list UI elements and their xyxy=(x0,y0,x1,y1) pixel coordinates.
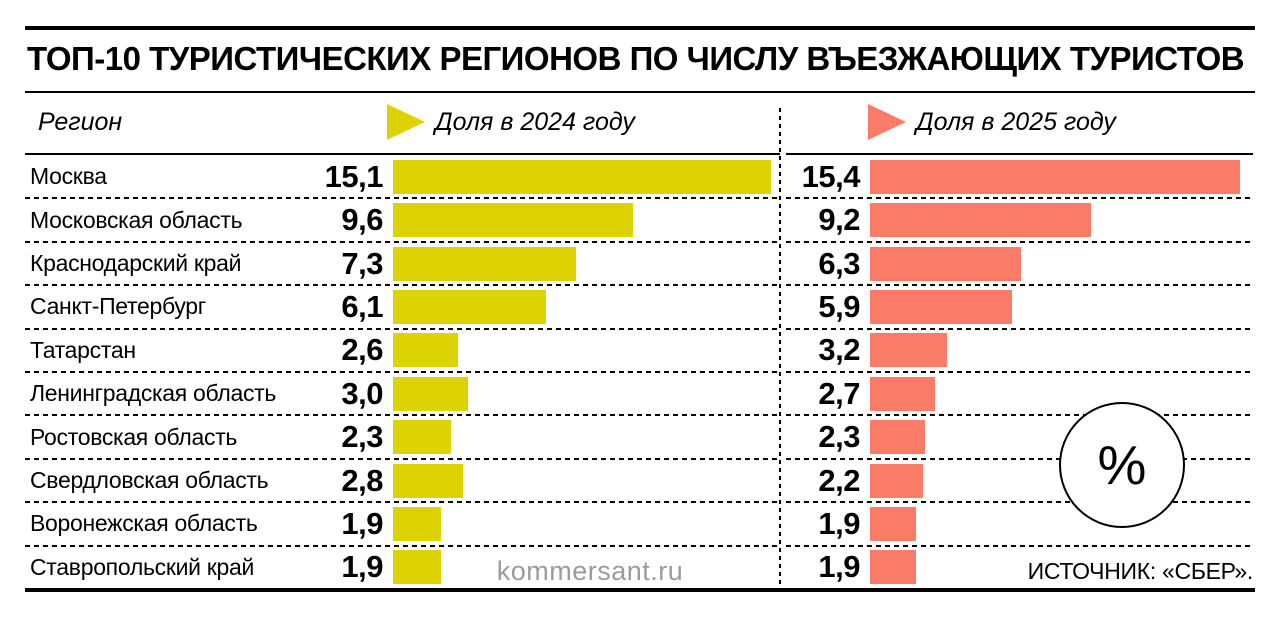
value-label-2024: 3,0 xyxy=(341,375,383,411)
table-row: Ленинградская область 3,0 xyxy=(25,372,780,417)
bar-2024 xyxy=(393,420,451,455)
region-label: Москва xyxy=(30,163,107,190)
bar-2024 xyxy=(393,463,463,498)
title-underline-rule xyxy=(25,91,1255,93)
watermark: kommersant.ru xyxy=(496,556,684,586)
region-label: Ставропольский край xyxy=(30,553,255,580)
legend-2025-label: Доля в 2025 году xyxy=(916,108,1116,136)
table-row: 2,2 xyxy=(786,459,1253,504)
table-row: Краснодарский край 7,3 xyxy=(25,242,780,287)
table-row: Московская область 9,6 xyxy=(25,198,780,244)
value-label-2025: 15,4 xyxy=(801,158,861,194)
table-row: Санкт-Петербург 6,1 xyxy=(25,285,780,331)
region-label: Ростовская область xyxy=(30,423,238,450)
value-label-2025: 5,9 xyxy=(818,288,860,324)
value-label-2024: 2,8 xyxy=(341,462,383,498)
value-label-2024: 6,1 xyxy=(341,288,383,324)
bar-2024 xyxy=(393,159,771,194)
legend-2024-triangle-icon xyxy=(387,104,425,140)
table-row: 6,3 xyxy=(786,242,1253,287)
source-credit: ИСТОЧНИК: «СБЕР». xyxy=(1027,558,1254,584)
bar-2025 xyxy=(870,159,1240,194)
bar-2025 xyxy=(870,376,935,411)
table-row: 9,2 xyxy=(786,198,1253,244)
value-label-2024: 1,9 xyxy=(341,505,383,541)
value-label-2024: 2,3 xyxy=(341,419,383,455)
bar-2025 xyxy=(870,333,947,368)
page-title: ТОП-10 ТУРИСТИЧЕСКИХ РЕГИОНОВ ПО ЧИСЛУ В… xyxy=(27,40,1245,77)
bar-2025 xyxy=(870,420,926,455)
region-label: Воронежская область xyxy=(30,510,258,537)
region-column-header: Регион xyxy=(38,108,123,136)
region-label: Санкт-Петербург xyxy=(30,293,206,320)
value-label-2025: 3,2 xyxy=(818,332,860,368)
value-label-2024: 15,1 xyxy=(324,158,384,194)
value-label-2024: 9,6 xyxy=(341,202,383,238)
value-label-2025: 2,2 xyxy=(818,462,860,498)
table-row: 2,7 xyxy=(786,372,1253,417)
table-row: Москва 15,1 xyxy=(25,155,780,200)
region-label: Московская область xyxy=(30,206,243,233)
table-row: 2,3 xyxy=(786,415,1253,461)
value-label-2025: 1,9 xyxy=(818,505,860,541)
value-label-2025: 1,9 xyxy=(818,549,860,585)
table-2024: Москва 15,1 Московская область 9,6 Краснодар… xyxy=(25,153,780,589)
legend-2025-triangle-icon xyxy=(868,104,906,140)
table-row: Татарстан 2,6 xyxy=(25,329,780,374)
bar-2024 xyxy=(393,376,468,411)
table-row: 1,9 xyxy=(786,502,1253,548)
percent-symbol: % xyxy=(1097,434,1147,496)
table-row: 3,2 xyxy=(786,329,1253,374)
value-label-2024: 7,3 xyxy=(341,245,383,281)
value-label-2025: 6,3 xyxy=(818,245,860,281)
value-label-2024: 2,6 xyxy=(341,332,383,368)
bar-2025 xyxy=(870,246,1022,281)
bar-2025 xyxy=(870,203,1091,238)
value-label-2025: 9,2 xyxy=(818,202,860,238)
table-row: 5,9 xyxy=(786,285,1253,331)
percent-badge: % xyxy=(1059,402,1185,528)
bar-2025 xyxy=(870,289,1012,324)
table-row: Ростовская область 2,3 xyxy=(25,415,780,461)
bar-2024 xyxy=(393,203,633,238)
bar-2024 xyxy=(393,506,441,541)
table-row: 15,4 xyxy=(786,155,1253,200)
table-row: Воронежская область 1,9 xyxy=(25,502,780,548)
top-border-rule xyxy=(25,26,1255,30)
bar-2024 xyxy=(393,333,458,368)
value-label-2025: 2,7 xyxy=(818,375,860,411)
bar-2024 xyxy=(393,289,546,324)
bar-2025 xyxy=(870,550,916,585)
table-row: Свердловская область 2,8 xyxy=(25,459,780,504)
bottom-border-rule xyxy=(25,588,1255,592)
legend-2024-label: Доля в 2024 году xyxy=(435,108,635,136)
region-label: Краснодарский край xyxy=(30,250,242,277)
bar-2025 xyxy=(870,506,916,541)
table-row: Ставропольский край 1,9 xyxy=(25,546,780,589)
value-label-2024: 1,9 xyxy=(341,549,383,585)
region-label: Ленинградская область xyxy=(30,380,277,407)
bar-2024 xyxy=(393,246,576,281)
column-divider-dashed-line xyxy=(779,108,781,590)
bar-2025 xyxy=(870,463,923,498)
value-label-2025: 2,3 xyxy=(818,419,860,455)
region-label: Татарстан xyxy=(30,336,136,363)
table-2025: 15,4 9,2 6,3 5,9 3,2 2,7 2,3 2,2 1,9 1,9 xyxy=(786,153,1253,589)
bar-2024 xyxy=(393,550,441,585)
region-label: Свердловская область xyxy=(30,467,269,494)
table-row: 1,9 xyxy=(786,546,1253,589)
